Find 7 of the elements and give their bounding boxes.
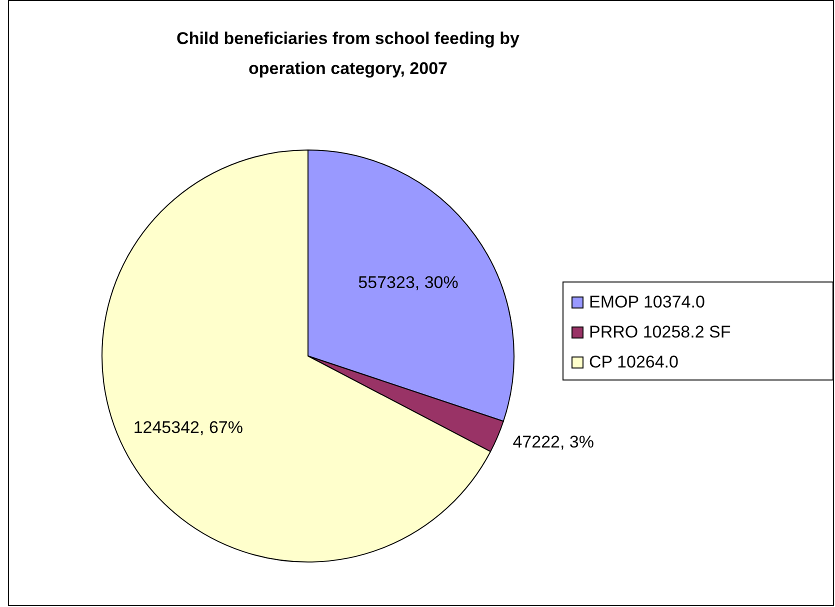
legend-label: CP 10264.0 [589, 352, 678, 372]
data-label: 557323, 30% [358, 273, 458, 292]
chart-title: Child beneficiaries from school feeding by operation category, 2007 [176, 29, 520, 78]
legend-label: EMOP 10374.0 [589, 292, 705, 312]
data-label: 47222, 3% [512, 432, 594, 452]
legend-label: PRRO 10258.2 SF [589, 322, 731, 342]
data-label: 1245342, 67% [133, 418, 243, 437]
